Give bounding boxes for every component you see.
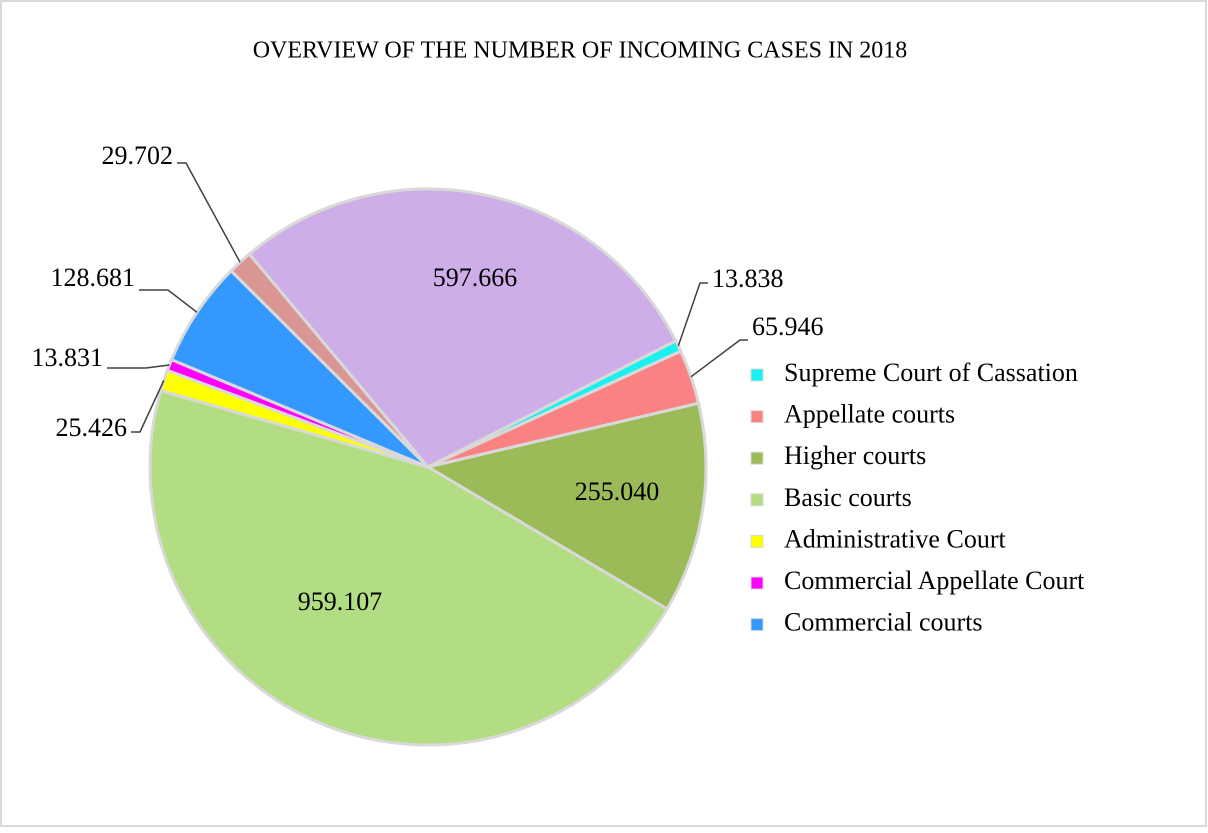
- legend-swatch: [750, 368, 764, 382]
- leader-line: [107, 364, 170, 369]
- data-label: 29.702: [102, 141, 174, 170]
- data-label: 255.040: [575, 477, 660, 506]
- leader-line: [177, 162, 241, 263]
- legend-label: Basic courts: [784, 483, 912, 512]
- leader-line: [139, 289, 198, 313]
- leader-line: [677, 282, 708, 347]
- leader-line: [690, 339, 748, 378]
- data-label: 13.838: [712, 264, 784, 293]
- data-label: 25.426: [56, 413, 128, 442]
- legend-swatch: [750, 618, 764, 632]
- legend-swatch: [750, 451, 764, 465]
- data-label: 65.946: [752, 312, 824, 341]
- data-label: 13.831: [32, 343, 104, 372]
- data-label: 597.666: [433, 263, 518, 292]
- pie-slice: [148, 388, 670, 747]
- legend-swatch: [750, 576, 764, 590]
- legend-swatch: [750, 493, 764, 507]
- chart-title: OVERVIEW OF THE NUMBER OF INCOMING CASES…: [253, 38, 908, 64]
- legend-label: Commercial Appellate Court: [784, 566, 1085, 595]
- legend-swatch: [750, 534, 764, 548]
- leader-line: [131, 380, 165, 433]
- legend-label: Supreme Court of Cassation: [784, 358, 1078, 387]
- legend-swatch: [750, 410, 764, 424]
- legend-label: Administrative Court: [784, 524, 1006, 553]
- legend-label: Higher courts: [784, 441, 926, 470]
- pie-slice: [247, 187, 678, 469]
- legend-label: Appellate courts: [784, 400, 955, 429]
- data-label: 959.107: [298, 587, 383, 616]
- data-label: 128.681: [51, 263, 136, 292]
- pie-slice: [424, 401, 708, 611]
- legend-label: Commercial courts: [784, 608, 983, 637]
